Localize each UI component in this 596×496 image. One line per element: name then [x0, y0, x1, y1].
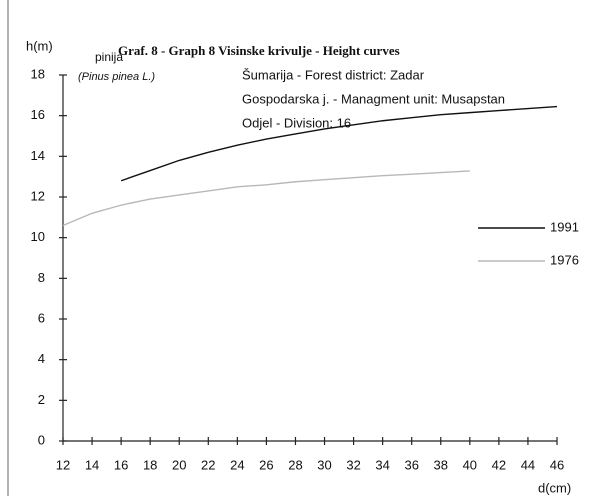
x-tick-label: 24 [230, 457, 244, 472]
x-tick-label: 44 [521, 457, 535, 472]
subtitle: Gospodarska j. - Managment unit: Musapst… [242, 91, 505, 106]
y-axis-label: h(m) [26, 38, 53, 53]
y-tick-label: 8 [38, 270, 45, 285]
x-axis-label: d(cm) [538, 480, 571, 495]
x-tick-label: 18 [143, 457, 157, 472]
y-tick-label: 2 [38, 392, 45, 407]
subtitle: Odjel - Division: 16 [242, 115, 351, 130]
y-tick-label: 14 [31, 148, 45, 163]
x-tick-label: 36 [404, 457, 418, 472]
species: pinija [95, 50, 123, 64]
y-tick-label: 12 [31, 188, 45, 203]
x-tick-label: 12 [56, 457, 70, 472]
subtitle: Šumarija - Forest district: Zadar [242, 67, 425, 82]
line-series [120, 105, 558, 182]
x-tick-label: 28 [288, 457, 302, 472]
x-tick-label: 42 [492, 457, 506, 472]
y-tick-label: 0 [38, 432, 45, 447]
chart-title: Graf. 8 - Graph 8 Visinske krivulje - He… [118, 43, 400, 58]
x-tick-label: 22 [201, 457, 215, 472]
legend-label: 1991 [550, 219, 579, 234]
y-tick-label: 18 [31, 66, 45, 81]
x-tick-label: 32 [346, 457, 360, 472]
legend-label: 1976 [550, 252, 579, 267]
line-series [62, 170, 470, 227]
species-latin: (Pinus pinea L.) [78, 71, 155, 83]
y-tick-label: 6 [38, 310, 45, 325]
x-tick-label: 40 [463, 457, 477, 472]
y-tick-label: 16 [31, 107, 45, 122]
x-tick-label: 30 [317, 457, 331, 472]
x-tick-label: 20 [172, 457, 186, 472]
x-tick-label: 38 [434, 457, 448, 472]
y-tick-label: 4 [38, 351, 45, 366]
y-tick-label: 10 [31, 229, 45, 244]
x-tick-label: 34 [375, 457, 389, 472]
x-tick-label: 46 [550, 457, 564, 472]
x-tick-label: 16 [114, 457, 128, 472]
x-tick-label: 26 [259, 457, 273, 472]
x-tick-label: 14 [85, 457, 99, 472]
